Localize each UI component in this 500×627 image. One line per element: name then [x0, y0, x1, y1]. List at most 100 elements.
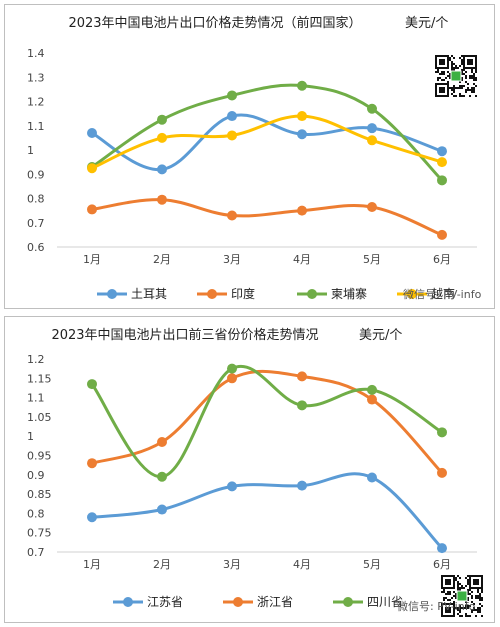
data-point	[87, 163, 97, 174]
legend-label: 越南	[431, 286, 455, 301]
data-point	[87, 512, 97, 523]
series-line	[91, 472, 444, 550]
y-tick-label: 0.95	[27, 450, 52, 463]
x-tick-label: 6月	[433, 253, 451, 266]
data-point	[157, 504, 167, 515]
y-tick-label: 0.8	[27, 193, 45, 206]
legend-marker	[233, 597, 243, 607]
x-tick-label: 1月	[83, 253, 101, 266]
data-point	[227, 481, 237, 492]
data-point	[297, 400, 307, 411]
data-point	[367, 201, 377, 212]
chart-countries-svg: 2023年中国电池片出口价格走势情况（前四国家） 美元/个 0.6 0.7 0.8 0.9…	[27, 15, 482, 301]
y-tick-label: 0.7	[27, 546, 45, 559]
watermark-text: 微信号: PV-info	[403, 287, 482, 301]
data-point	[297, 205, 307, 216]
data-point	[367, 103, 377, 114]
x-tick-label: 5月	[363, 558, 381, 571]
legend-label: 四川省	[367, 595, 403, 609]
data-point	[227, 373, 237, 384]
x-tick-label: 6月	[433, 558, 451, 571]
data-point	[87, 204, 97, 215]
data-point	[227, 130, 237, 141]
chart-unit: 美元/个	[359, 328, 402, 343]
series-line	[91, 198, 443, 237]
chart-panel-provinces: 2023年中国电池片出口前三省份价格走势情况 美元/个 0.7 0.75 0.8 0.85…	[4, 316, 495, 623]
legend-marker	[307, 289, 317, 299]
y-tick-label: 0.75	[27, 527, 52, 540]
data-point	[367, 135, 377, 146]
chart-unit: 美元/个	[405, 16, 448, 31]
x-tick-label: 3月	[223, 253, 241, 266]
series-line	[91, 83, 444, 182]
chart-title: 2023年中国电池片出口价格走势情况（前四国家）	[68, 15, 361, 31]
data-point	[367, 394, 377, 405]
y-tick-label: 1.1	[27, 392, 45, 405]
y-tick-label: 1.15	[27, 372, 52, 385]
series-line	[91, 114, 443, 170]
legend-marker	[343, 597, 353, 607]
data-point	[297, 129, 307, 140]
data-point	[297, 80, 307, 91]
chart-title: 2023年中国电池片出口前三省份价格走势情况	[51, 327, 318, 343]
y-tick-label: 1	[27, 144, 34, 157]
data-point	[227, 90, 237, 101]
data-point	[437, 175, 447, 186]
y-tick-label: 1.2	[27, 353, 45, 366]
legend-marker	[123, 597, 133, 607]
data-point	[87, 458, 97, 469]
data-point	[437, 467, 447, 478]
legend-label: 印度	[231, 286, 255, 301]
data-point	[437, 146, 447, 157]
data-point	[437, 229, 447, 240]
data-point	[87, 128, 97, 139]
x-tick-label: 2月	[153, 253, 171, 266]
data-point	[367, 472, 377, 483]
series-line	[91, 369, 444, 474]
y-tick-label: 1.4	[27, 47, 45, 60]
data-point	[157, 471, 167, 482]
y-tick-label: 0.6	[27, 241, 45, 254]
legend-label: 土耳其	[131, 287, 167, 301]
data-point	[367, 123, 377, 134]
chart-panel-countries: 2023年中国电池片出口价格走势情况（前四国家） 美元/个 0.6 0.7 0.8 0.9…	[4, 4, 495, 309]
data-point	[297, 371, 307, 382]
data-point	[87, 379, 97, 390]
y-tick-label: 1.2	[27, 96, 45, 109]
y-tick-label: 0.9	[27, 469, 45, 482]
data-point	[437, 427, 447, 438]
data-point	[157, 164, 167, 175]
legend-marker	[407, 289, 417, 299]
y-tick-label: 0.8	[27, 507, 45, 520]
x-tick-label: 3月	[223, 558, 241, 571]
data-point	[227, 363, 237, 374]
data-point	[157, 114, 167, 125]
y-tick-label: 0.9	[27, 168, 45, 181]
y-tick-label: 0.85	[27, 488, 52, 501]
legend-label: 江苏省	[147, 595, 183, 609]
x-tick-label: 5月	[363, 253, 381, 266]
legend-label: 柬埔寨	[331, 286, 367, 301]
data-point	[227, 210, 237, 221]
data-point	[157, 132, 167, 143]
y-tick-label: 0.7	[27, 217, 45, 230]
y-tick-label: 1.3	[27, 71, 45, 84]
x-tick-label: 1月	[83, 558, 101, 571]
qr-code-icon	[435, 55, 477, 97]
x-tick-label: 2月	[153, 558, 171, 571]
data-point	[157, 436, 167, 447]
x-tick-label: 4月	[293, 253, 311, 266]
y-tick-label: 1.05	[27, 411, 52, 424]
legend-marker	[107, 289, 117, 299]
qr-code-icon	[441, 575, 483, 617]
y-tick-label: 1.1	[27, 120, 45, 133]
data-point	[227, 111, 237, 122]
y-tick-label: 1	[27, 430, 34, 443]
legend-marker	[207, 289, 217, 299]
data-point	[297, 111, 307, 122]
watermark-text: 微信号: PV-info	[397, 599, 476, 613]
data-point	[367, 384, 377, 395]
x-tick-label: 4月	[293, 558, 311, 571]
series-line	[90, 364, 443, 479]
data-point	[297, 480, 307, 491]
